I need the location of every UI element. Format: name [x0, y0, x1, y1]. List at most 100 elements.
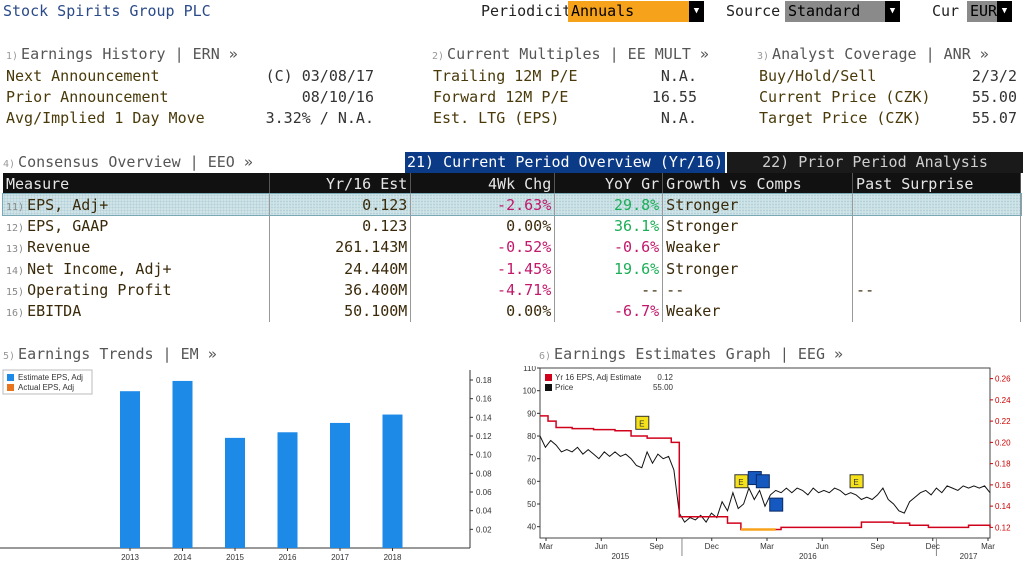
legend-swatch-price	[545, 384, 552, 391]
earnings-trends-chart: 0.18 0.16 0.14 0.12 0.10 0.08 0.06 0.04 0.02 2013…	[0, 366, 506, 562]
dropdown-arrow-icon[interactable]: ▼	[885, 1, 900, 22]
kv-current-price: Current Price (CZK) 55.00	[759, 88, 1017, 106]
cell-measure-text: Revenue	[27, 238, 91, 257]
earnings-trends-link[interactable]: 5) Earnings Trends | EM »	[3, 345, 217, 363]
cell-measure: 15) Operating Profit	[3, 279, 271, 301]
dropdown-arrow-icon[interactable]: ▼	[689, 1, 704, 22]
year-label: 2017	[960, 552, 978, 561]
cell-4wk-chg-text: -0.52%	[497, 238, 552, 257]
cell-surprise	[852, 236, 1021, 258]
cell-yoy-gr: 36.1%	[554, 215, 664, 237]
row-number: 12)	[6, 222, 25, 234]
col-yoy-gr[interactable]: YoY Gr	[554, 173, 664, 194]
analyst-coverage-link[interactable]: 3) Analyst Coverage | ANR »	[757, 45, 989, 63]
table-row[interactable]: 16) EBITDA 50.100M 0.00% -6.7% Weaker	[3, 300, 1021, 322]
x-tick-label: Mar	[539, 542, 553, 551]
year-label: 2015	[611, 552, 629, 561]
cell-growth-text: Weaker	[666, 302, 721, 321]
cell-measure: 14) Net Income, Adj+	[3, 257, 271, 280]
earnings-graph-link[interactable]: 6) Earnings Estimates Graph | EEG »	[539, 345, 844, 363]
cell-surprise	[852, 300, 1021, 322]
estimate-marker-icon	[635, 415, 650, 430]
cell-growth: --	[662, 279, 854, 301]
plot-area	[539, 367, 991, 539]
cell-surprise	[852, 194, 1021, 216]
cell-growth-text: Stronger	[666, 195, 739, 214]
source-dropdown[interactable]: Standard ▼	[785, 1, 900, 22]
currency-dropdown[interactable]: EUR ▼	[967, 1, 1012, 22]
x-tick-label: 2013	[121, 553, 139, 562]
table-row[interactable]: 15) Operating Profit 36.400M -4.71% -- -- --	[3, 279, 1021, 301]
estimate-bar	[225, 437, 245, 548]
legend-label-actual: Actual EPS, Adj	[18, 383, 74, 392]
periodicity-dropdown[interactable]: Annuals ▼	[568, 1, 704, 22]
col-growth-vs-comps[interactable]: Growth vs Comps	[662, 173, 854, 194]
estimate-marker-label: E	[738, 478, 743, 487]
x-tick-label: Sep	[649, 542, 664, 551]
cell-4wk-chg: -0.52%	[410, 236, 556, 258]
table-row[interactable]: 14) Net Income, Adj+ 24.440M -1.45% 19.6% Str…	[3, 257, 1021, 280]
source-label: Source	[726, 2, 781, 20]
cell-measure-text: EPS, Adj+	[27, 195, 109, 214]
cell-4wk-chg: -4.71%	[410, 279, 556, 301]
right-tick-label: 0.14	[995, 502, 1011, 511]
x-tick-label: Dec	[926, 542, 940, 551]
cell-4wk-chg: 0.00%	[410, 215, 556, 237]
analyst-marker-icon	[769, 497, 784, 512]
table-row[interactable]: 12) EPS, GAAP 0.123 0.00% 36.1% Stronger	[3, 215, 1021, 237]
cell-surprise	[852, 257, 1021, 280]
estimate-bar	[120, 391, 140, 548]
cell-4wk-chg: -2.63%	[410, 194, 556, 216]
row-number: 13)	[6, 244, 25, 256]
kv-next-announcement: Next Announcement (C) 03/08/17	[6, 67, 374, 85]
estimate-bar	[277, 432, 298, 548]
x-tick-label: Jun	[816, 542, 829, 551]
x-tick-label: 2015	[226, 553, 244, 562]
right-tick-label: 0.18	[995, 460, 1011, 469]
cell-yoy-gr: 29.8%	[554, 194, 664, 216]
cell-growth-text: --	[666, 280, 685, 299]
cell-est-text: 24.440M	[344, 259, 408, 278]
left-tick-label: 70	[527, 455, 536, 464]
current-multiples-link[interactable]: 2) Current Multiples | EE MULT »	[432, 45, 709, 63]
tab-current-period[interactable]: 21) Current Period Overview (Yr/16)	[405, 152, 725, 173]
row-number: 15)	[6, 286, 25, 298]
legend-swatch-estimate	[7, 374, 14, 381]
cell-yoy-gr-text: 19.6%	[614, 259, 660, 278]
cell-4wk-chg-text: 0.00%	[506, 302, 552, 321]
cell-yoy-gr: --	[554, 279, 664, 301]
col-est[interactable]: Yr/16 Est	[269, 173, 412, 194]
cell-measure-text: EPS, GAAP	[27, 216, 109, 235]
table-header-row: Measure Yr/16 Est 4Wk Chg YoY Gr Growth …	[3, 173, 1021, 194]
cell-yoy-gr-text: -6.7%	[614, 302, 660, 321]
dropdown-arrow-icon[interactable]: ▼	[997, 1, 1012, 22]
cell-growth-text: Stronger	[666, 216, 739, 235]
cell-growth: Weaker	[662, 300, 854, 322]
cell-surprise-text: --	[856, 280, 875, 299]
tab-prior-period[interactable]: 22) Prior Period Analysis (Yr/15)	[727, 152, 1023, 192]
cell-est-text: 36.400M	[344, 280, 408, 299]
left-tick-label: 90	[527, 409, 536, 418]
col-past-surprise[interactable]: Past Surprise	[852, 173, 1021, 194]
consensus-overview-link[interactable]: 4) Consensus Overview | EEO »	[3, 153, 253, 171]
y-tick-label: 0.04	[476, 507, 492, 516]
cell-est: 36.400M	[269, 279, 412, 301]
y-tick-label: 0.06	[476, 488, 492, 497]
earnings-history-link[interactable]: 1) Earnings History | ERN »	[6, 45, 238, 63]
y-tick-label: 0.08	[476, 469, 492, 478]
cell-est-text: 0.123	[362, 216, 408, 235]
cell-est: 24.440M	[269, 257, 412, 280]
currency-label: Cur	[932, 2, 960, 20]
kv-prior-announcement: Prior Announcement 08/10/16	[6, 88, 374, 106]
table-row[interactable]: 13) Revenue 261.143M -0.52% -0.6% Weaker	[3, 236, 1021, 258]
col-measure[interactable]: Measure	[3, 173, 271, 194]
y-tick-label: 0.14	[476, 413, 492, 422]
cell-measure-text: EBITDA	[27, 302, 82, 321]
cell-growth: Weaker	[662, 236, 854, 258]
cell-measure: 16) EBITDA	[3, 300, 271, 322]
row-number: 16)	[6, 308, 25, 320]
table-row[interactable]: 11) EPS, Adj+ 0.123 -2.63% 29.8% Stronger	[2, 192, 1022, 217]
cell-measure: 13) Revenue	[3, 236, 271, 258]
col-4wk-chg[interactable]: 4Wk Chg	[410, 173, 556, 194]
legend-box	[542, 370, 675, 394]
